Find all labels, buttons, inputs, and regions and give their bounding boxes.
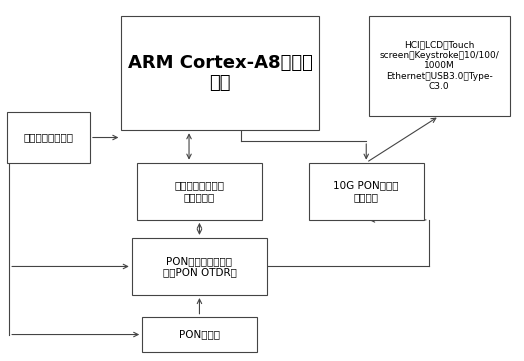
Bar (137, 162, 262, 220)
Text: PON光器件: PON光器件 (179, 330, 220, 340)
Bar (132, 238, 267, 295)
Bar (121, 16, 319, 130)
Text: 电源（电池）模块: 电源（电池）模块 (23, 132, 73, 143)
Bar (309, 162, 423, 220)
Text: ARM Cortex-A8嵌入式
平台: ARM Cortex-A8嵌入式 平台 (128, 54, 313, 92)
Bar (369, 16, 509, 116)
Text: 高速模拟和数字信
号处理模块: 高速模拟和数字信 号处理模块 (174, 180, 224, 202)
Text: PON光时域反射仳模
块（PON OTDR）: PON光时域反射仳模 块（PON OTDR） (162, 256, 236, 277)
Text: 10G PON光功率
检测模块: 10G PON光功率 检测模块 (333, 180, 399, 202)
Bar (7, 112, 90, 162)
Text: HCI、LCD、Touch
screen、Keystroke、10/100/
1000M
Ethernet、USB3.0、Type-
C3.0: HCI、LCD、Touch screen、Keystroke、10/100/ 1… (379, 40, 499, 91)
Bar (142, 317, 257, 352)
